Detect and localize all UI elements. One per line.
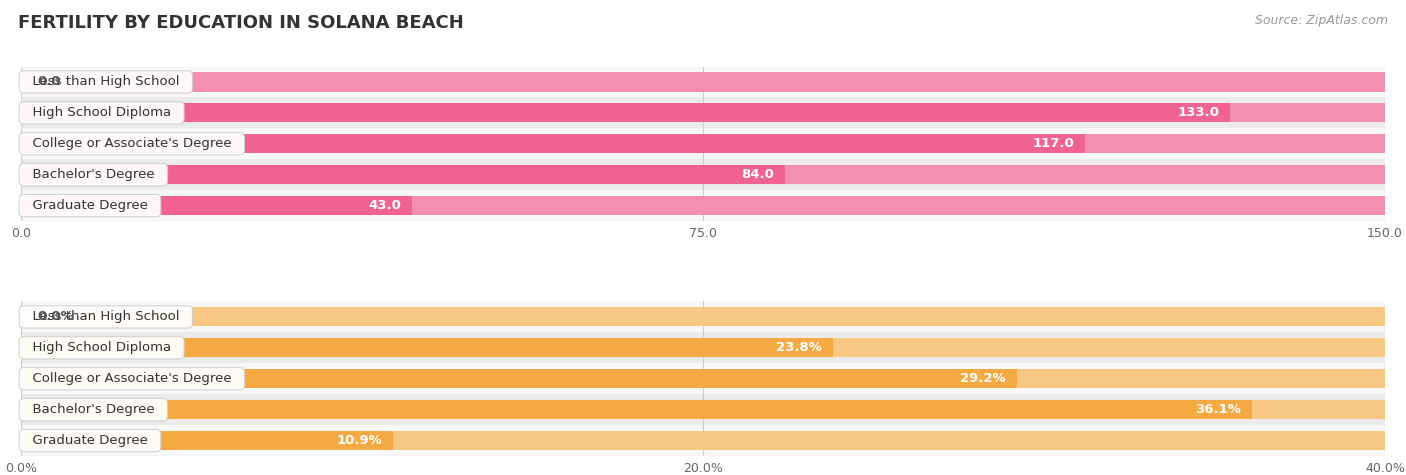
Text: 133.0: 133.0 xyxy=(1177,106,1219,119)
Bar xyxy=(21,425,1385,456)
Bar xyxy=(21,302,1385,332)
Bar xyxy=(21,431,1385,450)
Text: Bachelor's Degree: Bachelor's Degree xyxy=(24,168,163,181)
Bar xyxy=(21,338,832,357)
Bar xyxy=(21,165,1385,184)
Text: High School Diploma: High School Diploma xyxy=(24,342,180,354)
Bar xyxy=(21,128,1385,159)
Bar xyxy=(21,66,1385,97)
Bar xyxy=(21,338,1385,357)
Text: College or Associate's Degree: College or Associate's Degree xyxy=(24,137,240,150)
Text: 0.0: 0.0 xyxy=(38,76,60,88)
Bar xyxy=(21,165,785,184)
Text: Bachelor's Degree: Bachelor's Degree xyxy=(24,403,163,416)
Bar xyxy=(21,307,1385,326)
Bar xyxy=(21,103,1230,123)
Text: 10.9%: 10.9% xyxy=(336,434,382,447)
Bar xyxy=(21,190,1385,221)
Text: 43.0: 43.0 xyxy=(368,199,401,212)
Bar xyxy=(21,363,1385,394)
Bar xyxy=(21,400,1385,419)
Bar xyxy=(21,332,1385,363)
Text: Source: ZipAtlas.com: Source: ZipAtlas.com xyxy=(1254,14,1388,27)
Text: College or Associate's Degree: College or Associate's Degree xyxy=(24,372,240,385)
Bar xyxy=(21,134,1085,153)
Bar xyxy=(21,103,1385,123)
Text: Less than High School: Less than High School xyxy=(24,310,188,323)
Text: Less than High School: Less than High School xyxy=(24,76,188,88)
Bar xyxy=(21,134,1385,153)
Text: 84.0: 84.0 xyxy=(741,168,773,181)
Text: High School Diploma: High School Diploma xyxy=(24,106,180,119)
Bar xyxy=(21,394,1385,425)
Text: 36.1%: 36.1% xyxy=(1195,403,1241,416)
Bar xyxy=(21,196,1385,215)
Bar xyxy=(21,400,1251,419)
Text: FERTILITY BY EDUCATION IN SOLANA BEACH: FERTILITY BY EDUCATION IN SOLANA BEACH xyxy=(18,14,464,32)
Bar xyxy=(21,72,1385,92)
Text: 29.2%: 29.2% xyxy=(960,372,1005,385)
Bar xyxy=(21,97,1385,128)
Bar xyxy=(21,369,1017,388)
Text: Graduate Degree: Graduate Degree xyxy=(24,434,156,447)
Text: Graduate Degree: Graduate Degree xyxy=(24,199,156,212)
Text: 117.0: 117.0 xyxy=(1032,137,1074,150)
Bar xyxy=(21,431,392,450)
Bar xyxy=(21,196,412,215)
Bar xyxy=(21,369,1385,388)
Bar xyxy=(21,159,1385,190)
Text: 23.8%: 23.8% xyxy=(776,342,821,354)
Text: 0.0%: 0.0% xyxy=(38,310,75,323)
